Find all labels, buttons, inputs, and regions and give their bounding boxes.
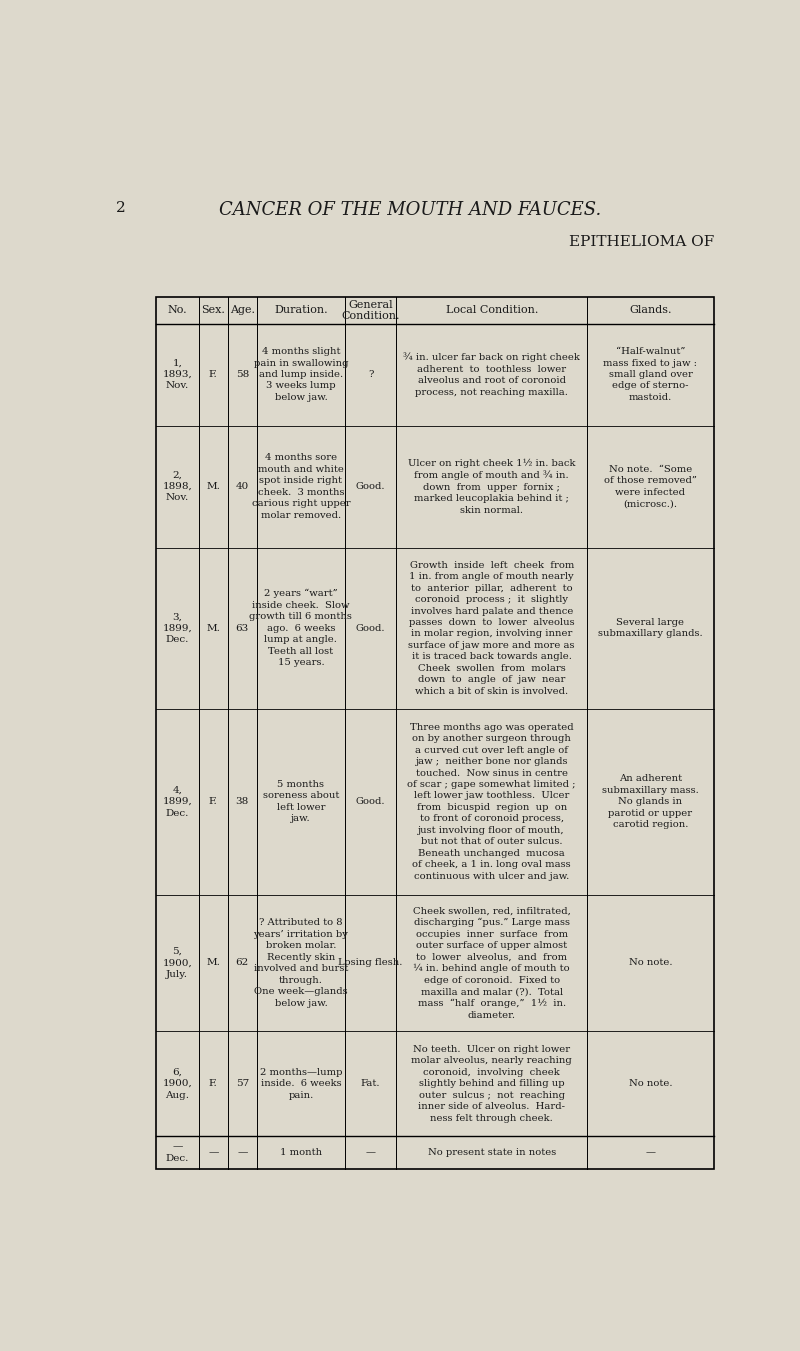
Text: No note.: No note. [629,1079,672,1088]
Text: No teeth.  Ulcer on right lower
molar alveolus, nearly reaching
coronoid,  invol: No teeth. Ulcer on right lower molar alv… [411,1044,572,1123]
Text: 57: 57 [236,1079,249,1088]
Text: Local Condition.: Local Condition. [446,305,538,315]
Text: ?: ? [368,370,374,380]
Text: —: — [237,1148,247,1156]
Text: M.: M. [206,958,220,967]
Text: 2: 2 [115,200,126,215]
Text: 4,
1899,
Dec.: 4, 1899, Dec. [162,786,192,817]
Text: Three months ago was operated
on by another surgeon through
a curved cut over le: Three months ago was operated on by anot… [407,723,576,881]
Text: 1,
1893,
Nov.: 1, 1893, Nov. [162,358,192,390]
Text: Cheek swollen, red, infiltrated,
discharging “pus.” Large mass
occupies  inner  : Cheek swollen, red, infiltrated, dischar… [413,907,570,1020]
Text: 58: 58 [236,370,249,380]
Text: Age.: Age. [230,305,254,315]
Text: —: — [208,1148,218,1156]
Text: M.: M. [206,482,220,490]
Text: F.: F. [209,1079,218,1088]
Text: F.: F. [209,797,218,807]
Text: ? Attributed to 8
years’ irritation by
broken molar.
Recently skin
involved and : ? Attributed to 8 years’ irritation by b… [254,919,348,1008]
Text: 5 months
soreness about
left lower
jaw.: 5 months soreness about left lower jaw. [262,780,339,823]
Text: Good.: Good. [356,624,386,632]
Text: —
Dec.: — Dec. [166,1143,189,1163]
Text: Ulcer on right cheek 1½ in. back
from angle of mouth and ¾ in.
down  from  upper: Ulcer on right cheek 1½ in. back from an… [408,458,575,515]
Text: 2,
1898,
Nov.: 2, 1898, Nov. [162,470,192,503]
Text: Sex.: Sex. [202,305,226,315]
Text: Growth  inside  left  cheek  from
1 in. from angle of mouth nearly
to  anterior : Growth inside left cheek from 1 in. from… [409,561,575,696]
Text: M.: M. [206,624,220,632]
Text: No.: No. [167,305,187,315]
Text: No note.: No note. [629,958,672,967]
Text: General
Condition.: General Condition. [342,300,400,322]
Text: 38: 38 [236,797,249,807]
Text: EPITHELIOMA OF: EPITHELIOMA OF [569,235,714,249]
Text: 6,
1900,
Aug.: 6, 1900, Aug. [162,1067,192,1100]
Text: 2 months—lump
inside.  6 weeks
pain.: 2 months—lump inside. 6 weeks pain. [260,1067,342,1100]
Text: Good.: Good. [356,482,386,490]
Text: 4 months slight
pain in swallowing
and lump inside.
3 weeks lump
below jaw.: 4 months slight pain in swallowing and l… [254,347,348,401]
Text: 63: 63 [236,624,249,632]
Text: Duration.: Duration. [274,305,328,315]
Text: No present state in notes: No present state in notes [427,1148,556,1156]
Text: F.: F. [209,370,218,380]
Text: —: — [366,1148,376,1156]
Text: —: — [646,1148,655,1156]
Text: 2 years “wart”
inside cheek.  Slow
growth till 6 months
ago.  6 weeks
lump at an: 2 years “wart” inside cheek. Slow growth… [250,589,352,667]
Text: “Half-walnut”
mass fixed to jaw :
small gland over
edge of sterno-
mastoid.: “Half-walnut” mass fixed to jaw : small … [603,347,698,401]
Text: 40: 40 [236,482,249,490]
Text: 3,
1899,
Dec.: 3, 1899, Dec. [162,612,192,644]
Text: An adherent
submaxillary mass.
No glands in
parotid or upper
carotid region.: An adherent submaxillary mass. No glands… [602,774,699,830]
Text: Several large
submaxillary glands.: Several large submaxillary glands. [598,617,702,639]
Text: ¾ in. ulcer far back on right cheek
adherent  to  toothless  lower
alveolus and : ¾ in. ulcer far back on right cheek adhe… [403,353,580,396]
Text: No note.  “Some
of those removed”
were infected
(microsc.).: No note. “Some of those removed” were in… [604,465,697,508]
Text: Fat.: Fat. [361,1079,380,1088]
Text: Losing flesh.: Losing flesh. [338,958,403,967]
Text: 5,
1900,
July.: 5, 1900, July. [162,947,192,979]
Text: 4 months sore
mouth and white
spot inside right
cheek.  3 months
carious right u: 4 months sore mouth and white spot insid… [251,454,350,520]
Text: Glands.: Glands. [630,305,672,315]
Text: Good.: Good. [356,797,386,807]
Text: CANCER OF THE MOUTH AND FAUCES.: CANCER OF THE MOUTH AND FAUCES. [219,200,601,219]
Text: 62: 62 [236,958,249,967]
Bar [156,297,714,1169]
Text: 1 month: 1 month [280,1148,322,1156]
